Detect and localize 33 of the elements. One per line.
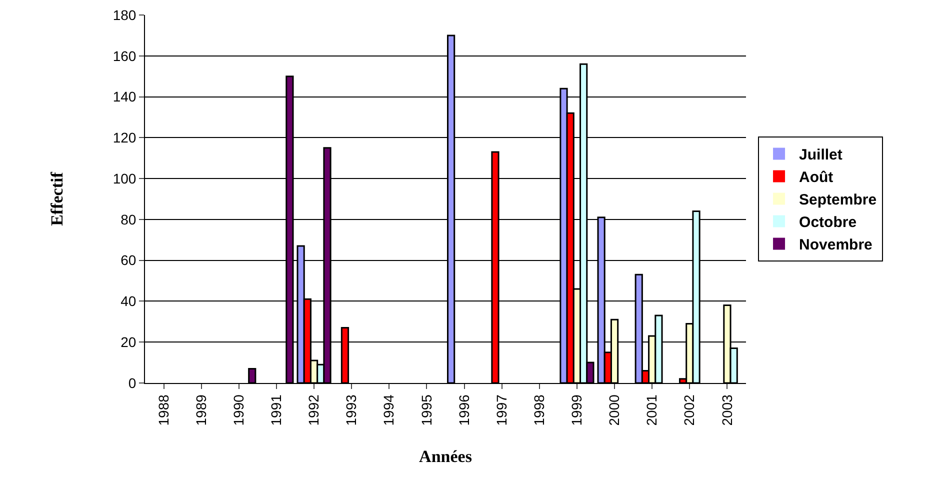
y-tick-label: 60 <box>120 252 136 268</box>
x-tick-label: 2002 <box>681 394 698 426</box>
y-tick-label: 20 <box>120 334 136 350</box>
x-tick-label: 1992 <box>306 394 322 426</box>
y-tick-label: 80 <box>120 211 136 228</box>
x-tick-label: 1989 <box>192 394 209 426</box>
legend-label: Août <box>799 169 834 186</box>
y-tick-label: 100 <box>112 170 136 186</box>
x-tick-label: 1998 <box>530 394 547 426</box>
legend-label: Octobre <box>799 214 857 232</box>
legend-label: Septembre <box>799 192 877 209</box>
x-axis-title: Années <box>419 447 472 466</box>
y-tick-label: 40 <box>120 293 136 310</box>
legend-label: Juillet <box>799 146 842 164</box>
y-tick-label: 140 <box>112 88 136 105</box>
y-tick-label: 0 <box>128 374 136 391</box>
y-tick-label: 120 <box>112 130 136 146</box>
x-tick-label: 1991 <box>268 394 284 426</box>
x-tick-label: 1990 <box>230 394 246 426</box>
x-tick-label: 2001 <box>644 394 660 426</box>
x-tick-label: 1993 <box>343 394 360 426</box>
legend-label: Novembre <box>799 236 872 254</box>
x-tick-label: 2000 <box>606 394 622 426</box>
y-axis-title: Effectif <box>47 172 66 226</box>
y-tick-label: 180 <box>112 6 136 23</box>
x-tick-label: 2003 <box>718 394 735 426</box>
x-tick-label: 1997 <box>493 394 510 426</box>
x-tick-label: 1995 <box>418 394 434 426</box>
x-tick-label: 1988 <box>155 394 172 426</box>
x-tick-label: 1994 <box>380 394 397 426</box>
x-tick-label: 1996 <box>456 394 472 426</box>
y-tick-label: 160 <box>112 48 136 64</box>
x-tick-label: 1999 <box>568 394 585 426</box>
